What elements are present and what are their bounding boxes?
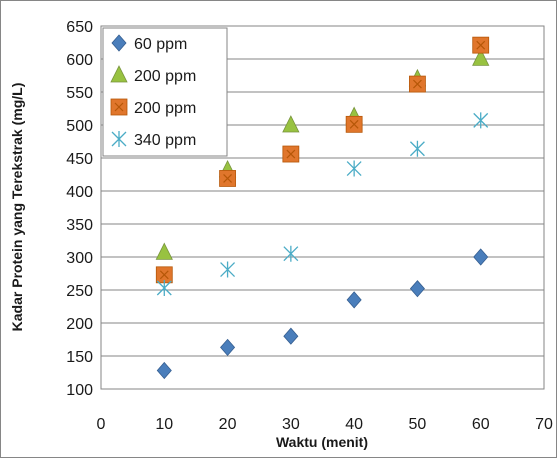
legend-label-200ppm-square: 200 ppm — [134, 100, 196, 117]
y-tick-label: 100 — [66, 382, 93, 399]
x-tick-label: 20 — [219, 416, 237, 433]
data-point-series-3 — [409, 140, 425, 157]
legend-label-60ppm: 60 ppm — [134, 36, 187, 53]
y-tick-label: 600 — [66, 52, 93, 69]
data-point-series-2 — [345, 115, 363, 133]
x-tick-label: 40 — [345, 416, 363, 433]
y-axis-title: Kadar Protein yang Terekstrak (mg/L) — [9, 83, 25, 332]
gridlines — [101, 58, 544, 357]
legend-marker-series-3 — [111, 131, 127, 147]
y-tick-label: 300 — [66, 250, 93, 267]
data-point-series-3 — [346, 160, 362, 177]
data-point-series-0 — [283, 327, 299, 345]
legend-marker-series-1 — [110, 65, 128, 83]
y-tick-label: 450 — [66, 151, 93, 168]
y-tick-label: 650 — [66, 19, 93, 36]
data-point-series-0 — [346, 291, 362, 309]
legend-marker-series-0 — [111, 34, 127, 52]
data-point-series-2 — [472, 36, 490, 54]
data-point-series-2 — [219, 170, 236, 187]
x-tick-label: 0 — [97, 416, 106, 433]
data-point-series-1 — [472, 48, 490, 66]
legend-marker-series-2 — [110, 98, 128, 116]
x-tick-label: 30 — [282, 416, 300, 433]
data-point-series-1 — [282, 115, 300, 133]
data-point-series-0 — [409, 280, 425, 298]
data-point-series-3 — [156, 280, 172, 297]
data-point-series-2 — [282, 145, 300, 163]
y-tick-label: 350 — [66, 217, 93, 234]
x-tick-labels: 0 10 20 30 40 50 60 70 — [97, 416, 553, 433]
legend-markers — [110, 34, 128, 147]
x-tick-label: 10 — [155, 416, 173, 433]
data-markers — [155, 36, 490, 380]
data-point-series-3 — [283, 245, 299, 262]
data-point-series-0 — [156, 361, 172, 380]
data-point-series-3 — [220, 261, 236, 278]
y-tick-labels: 100 150 200 250 300 350 400 450 500 550 600 650 — [66, 19, 93, 399]
x-tick-label: 60 — [472, 416, 490, 433]
y-tick-label: 200 — [66, 316, 93, 333]
x-axis-title: Waktu (menit) — [276, 434, 368, 450]
legend-label-340ppm: 340 ppm — [134, 132, 196, 149]
plot-area — [100, 25, 545, 390]
y-tick-label: 150 — [66, 349, 93, 366]
data-point-series-0 — [473, 248, 489, 266]
data-point-series-0 — [220, 338, 236, 357]
data-point-series-1 — [155, 242, 173, 260]
data-point-series-2 — [409, 75, 426, 93]
legend-label-200ppm-triangle: 200 ppm — [134, 68, 196, 85]
y-tick-label: 250 — [66, 283, 93, 300]
data-point-series-3 — [473, 112, 489, 129]
y-tick-label: 400 — [66, 184, 93, 201]
legend: 60 ppm 200 ppm 200 ppm 340 ppm — [102, 27, 228, 157]
y-tick-label: 550 — [66, 85, 93, 102]
x-tick-label: 70 — [535, 416, 553, 433]
x-tick-label: 50 — [409, 416, 427, 433]
y-tick-label: 500 — [66, 118, 93, 135]
